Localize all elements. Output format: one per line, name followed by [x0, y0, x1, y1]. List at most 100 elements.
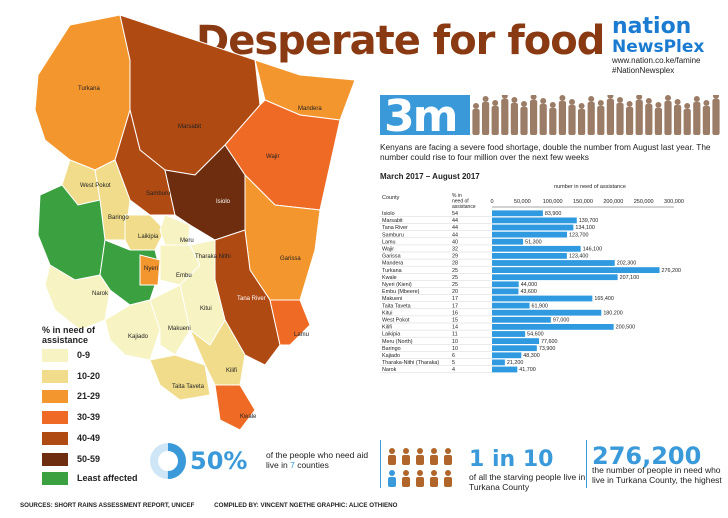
percent-label: 10 [452, 346, 458, 352]
map-label: Meru [180, 238, 194, 244]
bar [492, 253, 567, 259]
legend-title-1: % in need of [42, 325, 96, 335]
logo-url: www.nation.co.ke/famine [612, 56, 701, 65]
category-label: Wajir [382, 247, 394, 253]
stat-fifty-desc: of the people who need aid live in 7 cou… [266, 450, 370, 470]
legend-label: 10-20 [77, 371, 101, 381]
category-label: Narok [382, 367, 397, 373]
nation-newsplex-logo: nation NewsPlex www.nation.co.ke/famine … [612, 16, 722, 76]
map-label: Tharaka Nithi [195, 254, 231, 260]
value-label: 54,600 [527, 332, 544, 338]
bar [492, 366, 518, 373]
person-silhouette-icon [549, 102, 557, 135]
person-silhouette-icon [510, 97, 518, 135]
axis-tick-label: 50,000 [514, 199, 531, 205]
value-label: 61,900 [532, 303, 549, 309]
person-silhouette-icon [501, 95, 509, 135]
bar [492, 224, 574, 231]
county-laikipia [124, 214, 166, 251]
legend-label: Least affected [77, 473, 138, 483]
map-label: Marsabit [178, 124, 201, 130]
value-label: 43,600 [520, 289, 537, 295]
percent-label: 6 [452, 353, 455, 359]
bar [492, 245, 581, 252]
crowd-silhouette-icon [470, 95, 722, 135]
bar [492, 210, 543, 217]
category-label: Nyeri (Kieni) [382, 282, 412, 288]
county-kilifi [188, 319, 246, 386]
map-label: West Pokot [80, 183, 111, 189]
category-label: Tharaka-Nithi (Tharaka) [382, 360, 439, 366]
person-silhouette-icon [539, 98, 547, 135]
bar [492, 309, 602, 316]
stat-fifty-desc-c: counties [294, 460, 329, 470]
map-label: Taita Taveta [172, 384, 205, 390]
value-label: 83,900 [545, 211, 562, 217]
map-label: Samburu [146, 191, 170, 197]
percent-label: 10 [452, 339, 458, 345]
category-label: Embu (Mbeere) [382, 289, 420, 295]
value-label: 146,100 [583, 247, 603, 253]
percent-label: 44 [452, 225, 458, 231]
category-label: Taita Taveta [382, 303, 411, 309]
legend-label: 50-59 [77, 454, 101, 464]
map-label: Kwale [240, 414, 257, 420]
map-labels: Turkana Marsabit Mandera Wajir Samburu I… [78, 86, 322, 420]
value-label: 44,000 [521, 282, 538, 288]
legend-swatch [42, 410, 68, 424]
value-label: 77,600 [541, 339, 558, 345]
percent-label: 28 [452, 261, 458, 267]
county-kajiado [104, 299, 161, 361]
legend-item: 40-49 [42, 430, 100, 446]
footer: SOURCES: SHORT RAINS ASSESSMENT REPORT, … [20, 502, 415, 509]
bar [492, 295, 593, 302]
legend-swatch [42, 431, 68, 445]
map-label: Mandera [298, 106, 322, 112]
chart-rows: Isiolo 54 83,900 Marsabit 44 139,700 Tana Rive… [380, 210, 681, 373]
person-silhouette-icon [568, 99, 576, 135]
map-label: Tana River [237, 296, 266, 302]
map-label: Turkana [78, 86, 100, 92]
person-silhouette-icon [472, 103, 480, 135]
stat-fifty-desc-a: of the people who need aid live in [266, 450, 369, 470]
person-icon [416, 470, 424, 487]
map-label: Embu [176, 273, 192, 279]
percent-label: 44 [452, 232, 458, 238]
percent-label: 17 [452, 296, 458, 302]
map-label: Narok [92, 291, 109, 297]
person-silhouette-icon [674, 99, 682, 135]
percent-label: 11 [452, 332, 458, 338]
person-icon [430, 448, 438, 465]
people-icon-grid [388, 448, 452, 487]
person-silhouette-icon [482, 96, 490, 135]
person-icon [402, 470, 410, 487]
category-label: Tana River [382, 225, 408, 231]
county-turkana [34, 14, 131, 171]
person-silhouette-icon [530, 95, 538, 135]
value-label: 41,700 [519, 367, 536, 373]
bar [492, 217, 577, 224]
person-silhouette-icon [664, 95, 672, 135]
legend-item: Least affected [42, 470, 138, 486]
bar [492, 359, 505, 366]
percent-label: 17 [452, 303, 458, 309]
bar [492, 345, 537, 352]
col-county-header: County [382, 195, 400, 201]
value-label: 134,100 [575, 225, 595, 231]
legend-item: 0-9 [42, 347, 90, 363]
axis-tick-label: 300,000 [664, 199, 684, 205]
category-label: Lamu [382, 239, 396, 245]
category-label: Turkana [382, 268, 402, 274]
county-lamu [269, 299, 311, 346]
category-label: Kajiado [382, 353, 400, 359]
person-icon [388, 470, 396, 487]
stat-one-in-ten-desc: of all the starving people live in Turka… [469, 472, 586, 492]
map-label: Kajiado [128, 334, 149, 340]
person-silhouette-icon [606, 95, 614, 135]
bar [492, 288, 519, 295]
county-nyeri [139, 254, 161, 286]
category-label: Samburu [382, 232, 404, 238]
category-label: Kwale [382, 275, 397, 281]
bar [492, 260, 615, 266]
map-label: Kilifi [226, 368, 237, 374]
